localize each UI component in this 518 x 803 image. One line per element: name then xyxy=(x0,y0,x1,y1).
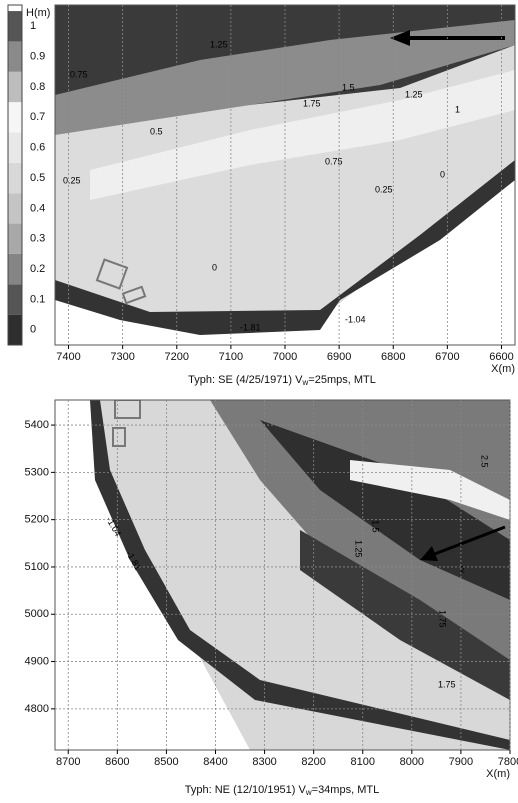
contour-label: 0.75 xyxy=(70,69,88,79)
caption: Typh: SE (4/25/1971) Vw=25mps, MTL xyxy=(188,374,376,387)
y-tick-label: 5200 xyxy=(25,514,49,526)
colorbar-band xyxy=(8,11,22,42)
colorbar-tick-label: 1 xyxy=(30,20,36,32)
arrow-head xyxy=(390,30,410,46)
colorbar-band xyxy=(8,193,22,224)
colorbar-title: H(m) xyxy=(26,7,50,19)
box xyxy=(112,427,126,447)
contour-label: 1.5 xyxy=(342,82,355,92)
x-tick-label: 8300 xyxy=(252,756,276,768)
x-tick-label: 8400 xyxy=(203,756,227,768)
colorbar-tick-label: 0.7 xyxy=(30,111,45,123)
caption-sub: w xyxy=(302,378,309,387)
colorbar-band xyxy=(8,71,22,103)
contour-label: 0 xyxy=(212,262,217,272)
colorbar-tick-label: 0.8 xyxy=(30,81,45,93)
band xyxy=(260,420,510,600)
colorbar-tick-label: 0.6 xyxy=(30,142,45,154)
plot-frame xyxy=(54,399,511,751)
y-tick-label: 5000 xyxy=(25,608,49,620)
colorbar-band xyxy=(8,162,22,194)
y-tick-label: 5400 xyxy=(25,419,49,431)
caption-sub: w xyxy=(305,788,312,797)
contour-label: 2 xyxy=(460,564,465,574)
colorbar-band xyxy=(8,41,22,72)
x-tick-label: 8600 xyxy=(105,756,129,768)
colorbar-tick-label: 0.3 xyxy=(30,233,45,245)
caption: Typh: NE (12/10/1951) Vw=34mps, MTL xyxy=(185,784,379,797)
x-tick-label: 7100 xyxy=(219,351,243,363)
contour-label: 1.75 xyxy=(438,679,456,689)
contour-label: 0.25 xyxy=(63,175,81,185)
x-tick-label: 6700 xyxy=(435,351,459,363)
x-tick-label: 7900 xyxy=(449,756,473,768)
x-tick-label: 8200 xyxy=(301,756,325,768)
contour-label: 0 xyxy=(440,169,445,179)
colorbar-tick-label: 0.9 xyxy=(30,51,45,63)
caption-text: =34mps, MTL xyxy=(312,784,380,796)
contour-label: 0.25 xyxy=(375,184,393,194)
contour-label: 2.5 xyxy=(480,455,490,468)
x-tick-label: 6800 xyxy=(381,351,405,363)
contour-label: 0.75 xyxy=(325,156,343,166)
band xyxy=(350,460,510,520)
y-tick-label: 4800 xyxy=(25,703,49,715)
contour-label: 1 xyxy=(455,104,460,114)
box xyxy=(95,258,129,290)
caption-text: Typh: NE (12/10/1951) V xyxy=(185,784,307,796)
contour-label: 1.25 xyxy=(210,39,228,49)
box xyxy=(114,400,141,419)
x-tick-label: 7800 xyxy=(498,756,518,768)
colorbar-tick-label: 0.2 xyxy=(30,263,45,275)
colorbar-band xyxy=(8,223,22,254)
x-tick-label: 7000 xyxy=(273,351,297,363)
x-tick-label: 8700 xyxy=(56,756,80,768)
x-tick-label: 8000 xyxy=(400,756,424,768)
y-tick-label: 5100 xyxy=(25,561,49,573)
x-axis-label: X(m) xyxy=(491,363,515,375)
colorbar-frame xyxy=(7,4,23,346)
caption-text: Typh: SE (4/25/1971) V xyxy=(188,374,303,386)
wind-arrow xyxy=(431,525,506,557)
contour-label: 1.25 xyxy=(354,540,364,558)
arrow-head xyxy=(420,546,438,561)
contour-label: -1.81 xyxy=(240,322,261,332)
contour-label: 1.25 xyxy=(405,89,423,99)
x-tick-label: 6600 xyxy=(489,351,513,363)
y-tick-label: 4900 xyxy=(25,655,49,667)
x-tick-label: 7400 xyxy=(56,351,80,363)
colorbar-tick-label: 0.4 xyxy=(30,202,45,214)
contour-label: -1.04 xyxy=(345,314,366,324)
y-tick-label: 5300 xyxy=(25,466,49,478)
x-tick-label: 7200 xyxy=(165,351,189,363)
colorbar-tick-label: 0.5 xyxy=(30,172,45,184)
colorbar-tick-label: 0 xyxy=(30,324,36,336)
contour-label: 1.5 xyxy=(371,520,381,533)
coast-strip xyxy=(55,160,515,335)
x-tick-label: 8500 xyxy=(154,756,178,768)
band xyxy=(55,20,515,140)
x-tick-label: 8100 xyxy=(351,756,375,768)
x-tick-label: 7300 xyxy=(110,351,134,363)
band xyxy=(300,530,510,700)
contour-label: 1.75 xyxy=(303,98,321,108)
box xyxy=(121,285,147,305)
colorbar-tick-label: 0.1 xyxy=(30,293,45,305)
band xyxy=(90,70,515,200)
colorbar-band xyxy=(8,102,22,133)
x-axis-label: X(m) xyxy=(486,768,510,780)
outside xyxy=(55,165,515,345)
contour-label: 1.75 xyxy=(438,610,448,628)
colorbar-band xyxy=(8,132,22,163)
contour-label: 0.5 xyxy=(150,126,163,136)
caption-text: =25mps, MTL xyxy=(308,374,376,386)
colorbar-band xyxy=(8,284,22,315)
colorbar-band xyxy=(8,314,22,345)
colorbar-band xyxy=(8,253,22,285)
wave-field-bottom: -1.04 -1.81 1.25 1.5 1.75 2 2.5 1.75 xyxy=(55,400,510,750)
x-tick-label: 6900 xyxy=(327,351,351,363)
